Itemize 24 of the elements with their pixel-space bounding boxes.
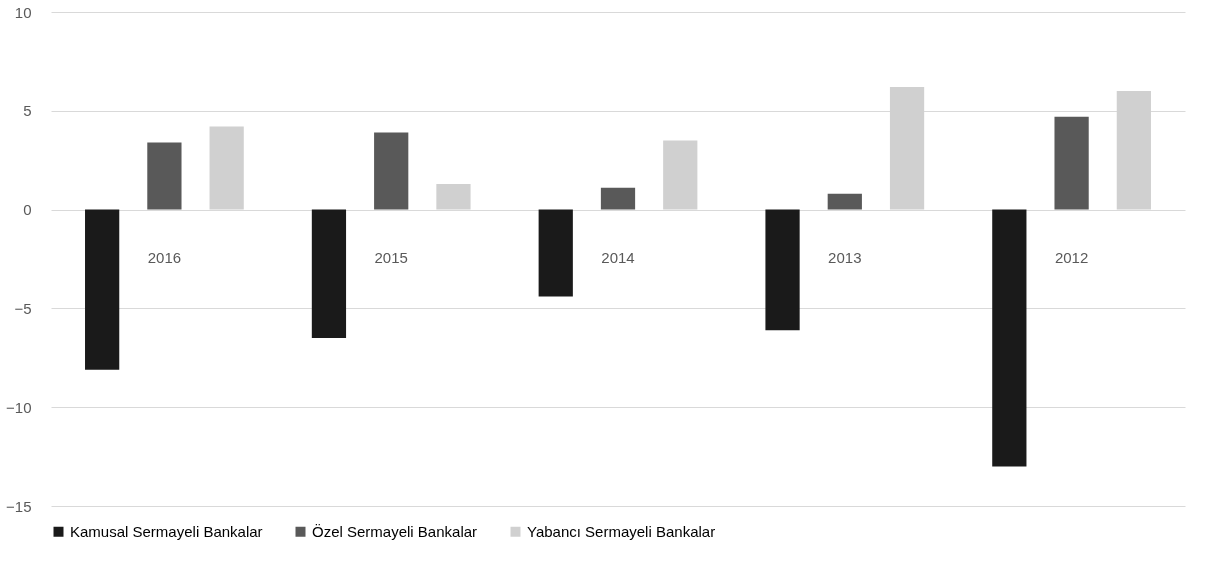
- legend-label: Özel Sermayeli Bankalar: [312, 522, 478, 540]
- bar: [85, 209, 120, 370]
- x-tick-label: 2015: [374, 248, 408, 266]
- y-tick-label: 10: [14, 3, 32, 21]
- bar: [538, 209, 573, 297]
- x-tick-label: 2014: [601, 248, 635, 266]
- bar: [827, 193, 862, 210]
- x-tick-label: 2016: [147, 248, 182, 266]
- x-tick-label: 2012: [1054, 248, 1089, 266]
- y-tick-label: −15: [6, 497, 32, 515]
- bar: [600, 187, 636, 210]
- bar: [374, 132, 409, 210]
- bar: [765, 209, 800, 331]
- legend-label: Kamusal Sermayeli Bankalar: [70, 522, 263, 540]
- bar: [1054, 116, 1089, 210]
- y-tick-label: −10: [6, 398, 32, 416]
- bar: [311, 209, 347, 339]
- y-tick-label: 5: [23, 102, 32, 120]
- bar: [147, 142, 182, 210]
- y-tick-label: 0: [23, 201, 32, 219]
- x-tick-label: 2013: [828, 248, 862, 266]
- bar: [992, 209, 1027, 467]
- legend-label: Yabancı Sermayeli Bankalar: [527, 522, 716, 540]
- y-tick-label: −5: [14, 299, 32, 317]
